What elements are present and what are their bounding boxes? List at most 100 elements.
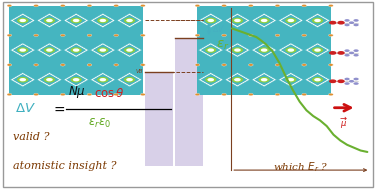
Circle shape xyxy=(100,78,106,81)
Circle shape xyxy=(344,54,350,57)
Polygon shape xyxy=(120,15,139,26)
Circle shape xyxy=(344,82,350,85)
Polygon shape xyxy=(39,15,59,26)
Circle shape xyxy=(34,34,38,36)
Polygon shape xyxy=(199,13,223,28)
Circle shape xyxy=(124,47,135,53)
Circle shape xyxy=(329,51,337,55)
Circle shape xyxy=(288,48,294,52)
Circle shape xyxy=(288,78,294,81)
Circle shape xyxy=(205,18,216,23)
Polygon shape xyxy=(201,15,221,26)
Polygon shape xyxy=(37,73,62,87)
Polygon shape xyxy=(252,13,276,28)
Circle shape xyxy=(314,78,321,81)
Circle shape xyxy=(312,18,323,23)
Circle shape xyxy=(61,64,65,66)
Circle shape xyxy=(344,24,350,26)
Circle shape xyxy=(17,47,28,53)
Circle shape xyxy=(87,34,92,36)
Circle shape xyxy=(87,64,92,66)
Circle shape xyxy=(124,77,135,83)
Circle shape xyxy=(234,48,241,52)
Circle shape xyxy=(312,77,323,83)
Circle shape xyxy=(288,19,294,22)
Circle shape xyxy=(20,48,26,52)
Polygon shape xyxy=(279,43,303,57)
Polygon shape xyxy=(91,13,115,28)
Circle shape xyxy=(222,5,226,7)
Bar xyxy=(197,6,331,94)
Circle shape xyxy=(7,34,12,36)
Circle shape xyxy=(349,21,354,24)
Circle shape xyxy=(34,64,38,66)
Circle shape xyxy=(261,78,267,81)
Circle shape xyxy=(87,5,92,7)
Circle shape xyxy=(302,93,306,96)
Polygon shape xyxy=(13,15,33,26)
Circle shape xyxy=(195,93,200,96)
Polygon shape xyxy=(13,74,33,85)
Circle shape xyxy=(61,34,65,36)
Circle shape xyxy=(222,34,226,36)
Bar xyxy=(9,6,143,94)
Circle shape xyxy=(97,77,108,83)
Polygon shape xyxy=(64,13,88,28)
Circle shape xyxy=(261,19,267,22)
Circle shape xyxy=(285,47,296,53)
Polygon shape xyxy=(281,44,301,56)
Circle shape xyxy=(275,5,280,7)
Circle shape xyxy=(302,5,306,7)
Circle shape xyxy=(205,77,216,83)
Circle shape xyxy=(222,64,226,66)
Text: $\overrightarrow{\mu}$: $\overrightarrow{\mu}$ xyxy=(340,115,348,131)
Circle shape xyxy=(232,77,243,83)
Circle shape xyxy=(126,78,133,81)
Polygon shape xyxy=(91,43,115,57)
Circle shape xyxy=(232,18,243,23)
Polygon shape xyxy=(305,13,330,28)
Polygon shape xyxy=(225,73,250,87)
Circle shape xyxy=(195,34,200,36)
Polygon shape xyxy=(11,43,35,57)
Circle shape xyxy=(71,47,82,53)
Circle shape xyxy=(275,34,280,36)
Circle shape xyxy=(141,34,145,36)
Circle shape xyxy=(17,18,28,23)
Circle shape xyxy=(7,5,12,7)
Circle shape xyxy=(17,77,28,83)
Circle shape xyxy=(124,18,135,23)
Circle shape xyxy=(302,34,306,36)
Text: valid ?: valid ? xyxy=(13,132,50,142)
Polygon shape xyxy=(252,43,276,57)
Polygon shape xyxy=(39,74,59,85)
Polygon shape xyxy=(227,44,247,56)
Circle shape xyxy=(126,48,133,52)
Circle shape xyxy=(337,51,345,55)
Circle shape xyxy=(353,19,359,22)
Circle shape xyxy=(261,48,267,52)
Polygon shape xyxy=(199,43,223,57)
Circle shape xyxy=(329,5,333,7)
Polygon shape xyxy=(254,44,274,56)
Circle shape xyxy=(275,93,280,96)
Circle shape xyxy=(344,78,350,80)
Circle shape xyxy=(312,47,323,53)
Circle shape xyxy=(353,78,359,80)
Polygon shape xyxy=(281,15,301,26)
Circle shape xyxy=(61,5,65,7)
Circle shape xyxy=(285,77,296,83)
Polygon shape xyxy=(227,15,247,26)
Polygon shape xyxy=(37,43,62,57)
Circle shape xyxy=(353,49,359,52)
Circle shape xyxy=(344,49,350,52)
Circle shape xyxy=(222,93,226,96)
Circle shape xyxy=(126,19,133,22)
Text: $\cos\theta$: $\cos\theta$ xyxy=(94,87,125,100)
Circle shape xyxy=(349,80,354,83)
Polygon shape xyxy=(199,73,223,87)
Bar xyxy=(175,38,203,166)
Polygon shape xyxy=(225,43,250,57)
Polygon shape xyxy=(11,73,35,87)
Circle shape xyxy=(20,78,26,81)
